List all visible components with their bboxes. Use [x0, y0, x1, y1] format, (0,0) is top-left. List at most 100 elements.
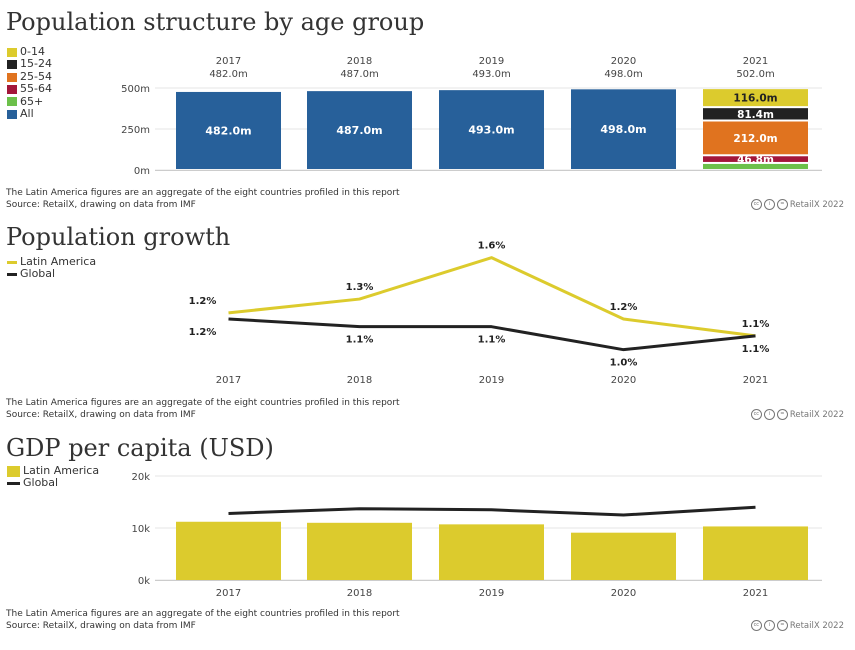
point-data-label: 1.2% — [189, 296, 217, 307]
legend-swatch — [7, 465, 20, 477]
global-gdp-line — [228, 505, 756, 517]
gdp-bar — [307, 522, 412, 580]
legend-item[interactable]: 25-54 — [7, 70, 52, 83]
bar-segment — [307, 91, 412, 169]
population-growth-chart: 1.2% 1.3% 1.6% 1.2% 1.1% 1.2% 1.1% 1.1% 1.0% 1.1%… — [189, 241, 770, 386]
nd-icon: = — [776, 409, 788, 420]
gdp-bar — [176, 521, 281, 580]
gdp-bar — [703, 526, 808, 580]
legend-label: All — [20, 107, 34, 121]
bar-segment — [571, 89, 676, 169]
bar-data-label: 487.0m — [336, 124, 382, 137]
bar-data-label: 493.0m — [468, 124, 514, 137]
bar-segment — [176, 91, 281, 169]
legend-swatch — [7, 109, 17, 119]
legend-item[interactable]: 55-64 — [7, 82, 52, 96]
legend-swatch — [7, 47, 17, 57]
by-icon: i — [763, 620, 775, 631]
chart3-source: Source: RetailX, drawing on data from IM… — [6, 621, 196, 631]
total-label: 487.0m — [340, 69, 378, 80]
series-line — [228, 256, 756, 338]
point-data-label: 1.1% — [742, 319, 770, 330]
legend-line — [7, 482, 20, 486]
x-category-label: 2020 — [611, 56, 636, 67]
point-data-label: 1.1% — [742, 344, 770, 355]
legend-label: 15-24 — [20, 57, 52, 71]
population-structure-chart: 0m 250m 500m 2017 482.0m 2018 487.0m 2019 493.0m… — [121, 56, 822, 177]
credit-text: RetailX 2022 — [789, 620, 844, 631]
point-data-label: 1.6% — [478, 241, 506, 252]
legend-item[interactable]: 15-24 — [7, 57, 52, 71]
total-label: 482.0m — [209, 69, 247, 80]
legend-label: Global — [20, 267, 56, 281]
gdp-bar — [439, 524, 544, 580]
legend-item[interactable]: Global — [7, 476, 99, 490]
legend-item[interactable]: All — [7, 107, 52, 121]
x-category-label: 2019 — [479, 375, 504, 386]
gdp-per-capita-chart: 0k 10k 20k 2017 2018 2019 2020 2021 — [131, 472, 822, 599]
bar-segment — [439, 90, 544, 169]
cc-icon: cc — [750, 409, 762, 420]
gdp-bar — [571, 532, 676, 580]
legend-line — [7, 273, 17, 277]
bar-segment — [703, 108, 808, 120]
y-tick-label: 20k — [131, 472, 150, 483]
credit-text: RetailX 2022 — [789, 199, 844, 210]
x-category-label: 2017 — [216, 588, 241, 599]
credit-text: RetailX 2022 — [789, 409, 844, 420]
legend-label: 0-14 — [20, 45, 45, 58]
cc-icon: cc — [750, 199, 762, 210]
legend-swatch — [7, 60, 17, 70]
y-tick-label: 500m — [121, 84, 150, 95]
by-icon: i — [763, 409, 775, 420]
y-tick-label: 0k — [138, 576, 150, 587]
total-label: 498.0m — [604, 69, 642, 80]
y-tick-label: 10k — [131, 524, 150, 535]
chart1-note: The Latin America figures are an aggrega… — [6, 188, 400, 198]
x-category-label: 2017 — [216, 375, 241, 386]
legend-item[interactable]: Global — [7, 267, 96, 281]
legend-swatch — [7, 97, 17, 107]
chart2-credit: cc i = RetailX 2022 — [750, 409, 844, 420]
x-category-label: 2019 — [479, 588, 504, 599]
legend-line — [7, 260, 17, 264]
chart1-legend: 0-14 15-24 25-54 55-64 65+ All — [7, 45, 52, 121]
legend-item[interactable]: Latin America — [7, 255, 96, 268]
x-category-label: 2020 — [611, 375, 636, 386]
legend-item[interactable]: Latin America — [7, 464, 99, 477]
by-icon: i — [763, 199, 775, 210]
total-label: 493.0m — [472, 69, 510, 80]
x-category-label: 2021 — [743, 56, 768, 67]
legend-swatch — [7, 72, 17, 82]
chart2-footnote: The Latin America figures are an aggrega… — [6, 397, 400, 421]
bar-data-label: 81.4m — [737, 109, 774, 121]
x-category-label: 2021 — [743, 588, 768, 599]
legend-label: Global — [23, 476, 59, 490]
chart1-footnote: The Latin America figures are an aggrega… — [6, 187, 400, 211]
x-category-label: 2017 — [216, 56, 241, 67]
bar-segment — [703, 156, 808, 162]
legend-item[interactable]: 0-14 — [7, 45, 52, 58]
legend-label: 55-64 — [20, 82, 52, 96]
chart1-title: Population structure by age group — [6, 8, 425, 36]
x-category-label: 2019 — [479, 56, 504, 67]
nd-icon: = — [776, 620, 788, 631]
x-category-label: 2018 — [347, 56, 372, 67]
bar-data-label: 498.0m — [600, 123, 646, 136]
chart1-credit: cc i = RetailX 2022 — [750, 199, 844, 210]
chart2-title: Population growth — [6, 223, 231, 251]
bar-segment — [703, 163, 808, 169]
chart3-title: GDP per capita (USD) — [6, 434, 274, 462]
x-category-label: 2018 — [347, 588, 372, 599]
legend-swatch — [7, 84, 17, 94]
point-data-label: 1.1% — [478, 335, 506, 346]
chart3-legend: Latin America Global — [7, 464, 99, 490]
legend-label: 65+ — [20, 94, 44, 108]
chart3-note: The Latin America figures are an aggrega… — [6, 609, 400, 619]
cc-icon: cc — [750, 620, 762, 631]
legend-item[interactable]: 65+ — [7, 94, 52, 108]
chart3-footnote: The Latin America figures are an aggrega… — [6, 608, 400, 632]
total-label: 502.0m — [736, 69, 774, 80]
point-data-label: 1.3% — [346, 282, 374, 293]
chart2-note: The Latin America figures are an aggrega… — [6, 398, 400, 408]
